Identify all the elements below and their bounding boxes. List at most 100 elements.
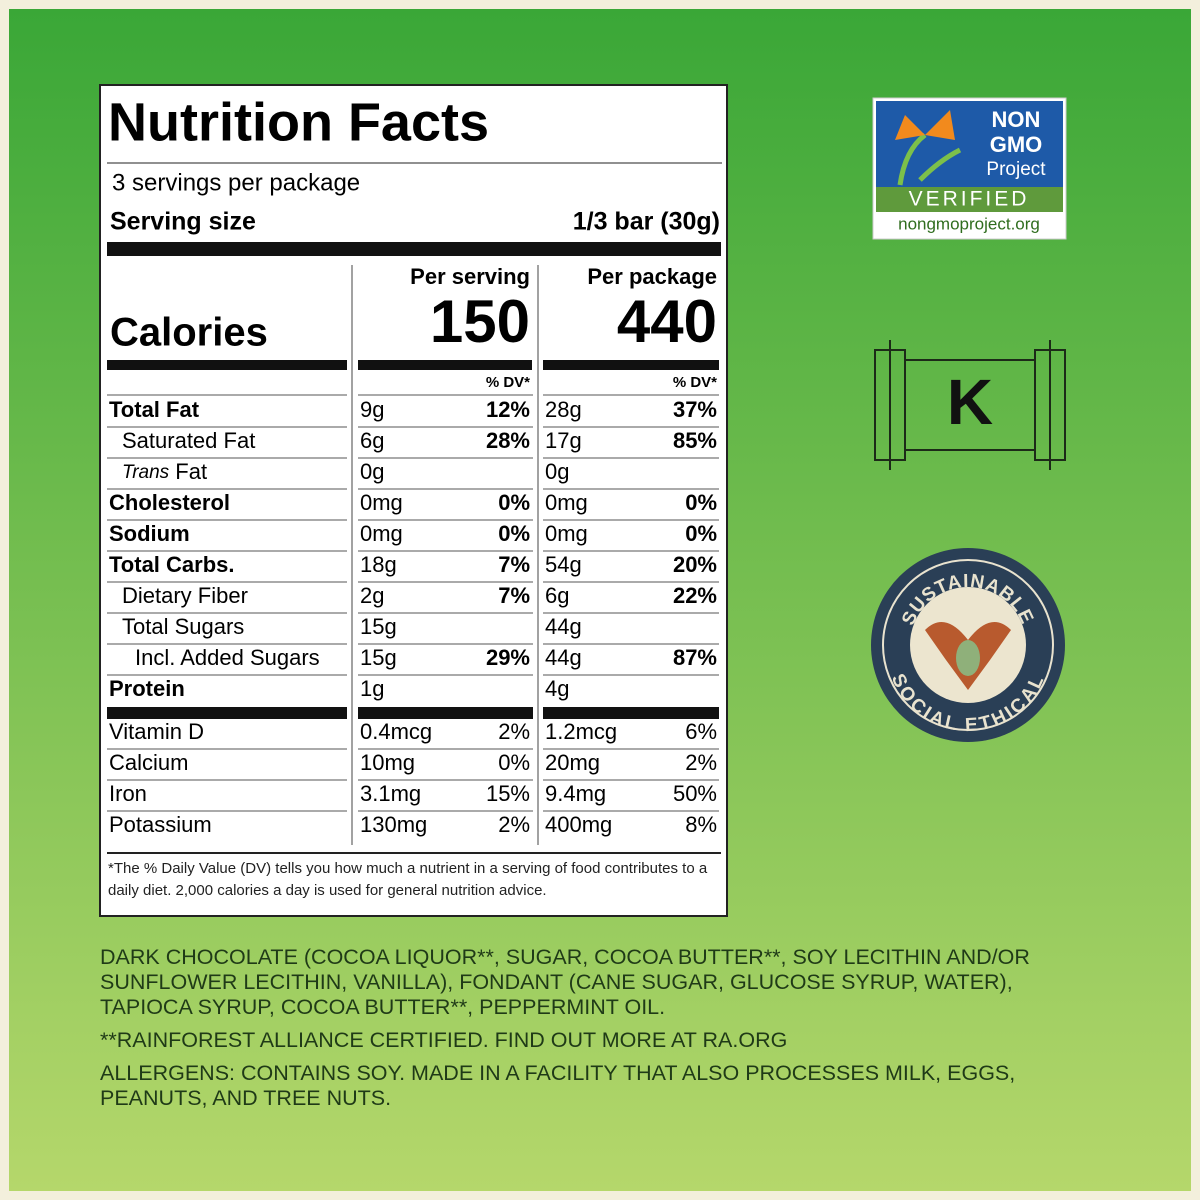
daily-value: 0% (498, 750, 530, 775)
daily-value: 2% (498, 719, 530, 744)
daily-value: 12% (486, 397, 530, 422)
serving-size-label: Serving size (110, 208, 256, 236)
nutrient-name: Vitamin D (109, 719, 204, 744)
amount: 0.4mcg (360, 719, 432, 744)
daily-value: 6% (685, 719, 717, 744)
nutrient-name: Fat (175, 459, 207, 484)
nutrient-name: Iron (109, 781, 147, 806)
nutrient-name: Calcium (109, 750, 188, 775)
calories-value: 150 (430, 288, 530, 355)
nutrient-name: Total Fat (109, 397, 200, 422)
daily-value: 7% (498, 552, 530, 577)
daily-value: 20% (673, 552, 717, 577)
nutrient-name: Dietary Fiber (122, 583, 248, 608)
amount: 20mg (545, 750, 600, 775)
amount: 9.4mg (545, 781, 606, 806)
allergens-text: ALLERGENS: CONTAINS SOY. MADE IN A FACIL… (100, 1061, 1016, 1110)
amount: 0g (545, 459, 569, 484)
daily-value: 22% (673, 583, 717, 608)
nutrient-name: Cholesterol (109, 490, 230, 515)
amount: 0mg (545, 490, 588, 515)
ingredients: DARK CHOCOLATE (COCOA LIQUOR**, SUGAR, C… (100, 945, 1070, 1119)
amount: 3.1mg (360, 781, 421, 806)
nutrient-name: Total Carbs. (109, 552, 235, 577)
badge-text: Project (986, 159, 1046, 180)
amount: 15g (360, 645, 397, 670)
amount: 44g (545, 645, 582, 670)
nutrient-name: Sodium (109, 521, 190, 546)
nutrient-name: Total Sugars (122, 614, 244, 639)
nutrient-name: Dietary Fiber (122, 583, 248, 608)
dv-header: % DV* (673, 374, 717, 391)
sustainable-badge: SUSTAINABLE SOCIAL ETHICAL (871, 548, 1065, 742)
amount: 130mg (360, 812, 427, 837)
nutrient-name: Vitamin D (109, 719, 204, 744)
nutrient-name: Potassium (109, 812, 212, 837)
thick-rule (358, 360, 532, 370)
nutrient-name: Incl. Added Sugars (135, 645, 320, 670)
nutrient-name: Total Sugars (122, 614, 244, 639)
amount: 17g (545, 428, 582, 453)
thick-rule (107, 707, 347, 719)
daily-value: 7% (498, 583, 530, 608)
thick-rule (543, 707, 719, 719)
servings: 3 servings per package (112, 169, 360, 196)
amount: 15g (360, 614, 397, 639)
badge-text: VERIFIED (909, 188, 1030, 211)
nutrient-name: Incl. Added Sugars (135, 645, 320, 670)
amount: 54g (545, 552, 582, 577)
daily-value: 0% (685, 521, 717, 546)
daily-value: 0% (685, 490, 717, 515)
thick-rule (107, 242, 721, 256)
daily-value: 2% (685, 750, 717, 775)
thick-rule (107, 360, 347, 370)
certification-text: **RAINFOREST ALLIANCE CERTIFIED. FIND OU… (100, 1028, 788, 1052)
amount: 1g (360, 676, 384, 701)
kosher-mark: K (947, 366, 993, 438)
badge-url: nongmoproject.org (898, 214, 1040, 233)
nutrition-label (99, 84, 728, 917)
non-gmo-badge: NON GMO Project VERIFIED nongmoproject.o… (872, 97, 1067, 240)
nutrient-name: Potassium (109, 812, 212, 837)
footnote-box: *The % Daily Value (DV) tells you how mu… (108, 860, 708, 899)
amount: 6g (545, 583, 569, 608)
amount: 4g (545, 676, 569, 701)
daily-value: 15% (486, 781, 530, 806)
daily-value: 2% (498, 812, 530, 837)
daily-value: 29% (486, 645, 530, 670)
amount: 44g (545, 614, 582, 639)
calories-value: 440 (617, 288, 717, 355)
amount: 0mg (545, 521, 588, 546)
amount: 0mg (360, 490, 403, 515)
amount: 400mg (545, 812, 612, 837)
thick-rule (358, 707, 533, 719)
daily-value: 28% (486, 428, 530, 453)
nutrient-name: Cholesterol (109, 490, 230, 515)
daily-value: 50% (673, 781, 717, 806)
column-header: Per package (587, 264, 717, 289)
amount: 2g (360, 583, 384, 608)
nutrient-name: Protein (109, 676, 185, 701)
calories-label: Calories (110, 311, 268, 355)
daily-value: 8% (685, 812, 717, 837)
badge-text: GMO (990, 132, 1043, 157)
nutrient-name: Saturated Fat (122, 428, 255, 453)
label-title: Nutrition Facts (108, 92, 489, 152)
dv-header: % DV* (486, 374, 530, 391)
nutrient-name: Trans Fat (122, 459, 207, 484)
daily-value: 85% (673, 428, 717, 453)
amount: 28g (545, 397, 582, 422)
footnote: *The % Daily Value (DV) tells you how mu… (108, 860, 708, 899)
nutrient-name: Trans (122, 462, 170, 483)
nutrient-name: Total Carbs. (109, 552, 235, 577)
daily-value: 0% (498, 490, 530, 515)
nutrient-name: Saturated Fat (122, 428, 255, 453)
amount: 6g (360, 428, 384, 453)
nutrient-name: Protein (109, 676, 185, 701)
badge-text: NON (992, 107, 1041, 132)
nutrient-name: Iron (109, 781, 147, 806)
amount: 18g (360, 552, 397, 577)
nutrient-name: Sodium (109, 521, 190, 546)
